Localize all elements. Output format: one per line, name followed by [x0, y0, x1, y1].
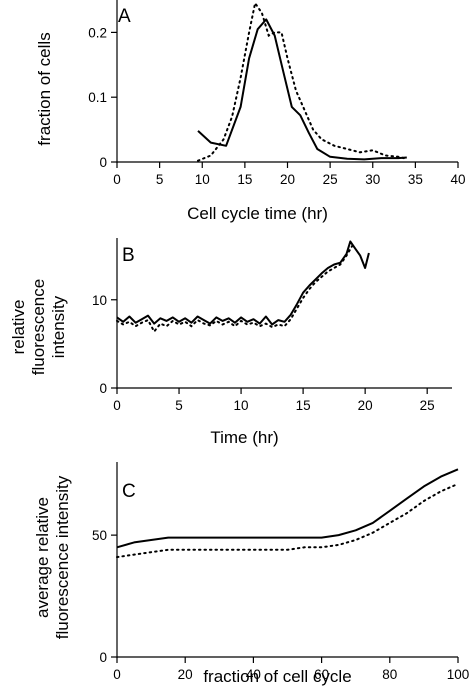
series-line-solid: [197, 18, 407, 161]
x-tick-label: 0: [113, 667, 121, 682]
x-tick-label: 5: [156, 172, 164, 187]
x-tick-label: 10: [234, 398, 249, 413]
x-tick-label: 25: [420, 398, 435, 413]
series-line-solid: [116, 240, 370, 326]
panel-letter: B: [122, 245, 135, 266]
y-axis-title: average relative: [33, 497, 52, 618]
y-tick-label: 10: [92, 293, 107, 308]
x-tick-label: 5: [175, 398, 183, 413]
x-tick-label: 35: [408, 172, 423, 187]
x-axis-title: Cell cycle time (hr): [187, 204, 328, 223]
series-line-dotted: [197, 0, 408, 162]
x-tick-label: 60: [314, 667, 329, 682]
panel-c-chart: 0 20 40 60 80 100 0 50 fraction of cell cycle ave…: [33, 462, 469, 686]
y-axis-title: relative: [9, 300, 28, 355]
panel-a-chart: 0 5 10 15 20 25 30 35 40 0 0.1 0.2 Cell cycle time (…: [35, 0, 466, 223]
y-axis-title: fluorescence intensity: [53, 475, 72, 639]
x-axis-title: fraction of cell cycle: [203, 667, 351, 686]
x-tick-label: 30: [365, 172, 380, 187]
y-tick-label: 50: [92, 528, 107, 543]
x-tick-label: 0: [113, 172, 121, 187]
x-tick-label: 25: [323, 172, 338, 187]
x-tick-label: 15: [237, 172, 252, 187]
panel-b-chart: 0 5 10 15 20 25 0 10 Time (hr) relative fluorescen…: [9, 238, 452, 447]
series-line-solid: [116, 468, 459, 549]
x-tick-label: 40: [246, 667, 261, 682]
y-axis-title: intensity: [49, 295, 68, 358]
y-tick-label: 0.2: [88, 25, 107, 40]
x-tick-label: 100: [447, 667, 470, 682]
y-tick-label: 0: [99, 381, 107, 396]
x-tick-label: 0: [113, 398, 121, 413]
x-axis-title: Time (hr): [210, 428, 278, 447]
panel-letter: C: [122, 481, 136, 502]
x-tick-label: 40: [450, 172, 465, 187]
series-line-dotted: [116, 482, 459, 559]
x-tick-label: 20: [280, 172, 295, 187]
x-tick-label: 15: [296, 398, 311, 413]
y-tick-label: 0: [99, 155, 107, 170]
x-tick-label: 80: [382, 667, 397, 682]
y-tick-label: 0.1: [88, 90, 107, 105]
y-axis-title: fluorescence: [29, 279, 48, 375]
y-axis-title: fraction of cells: [35, 32, 54, 145]
x-tick-label: 10: [195, 172, 210, 187]
panel-letter: A: [118, 6, 131, 27]
x-tick-label: 20: [178, 667, 193, 682]
series-line-dotted: [116, 244, 354, 334]
y-tick-label: 0: [99, 650, 107, 665]
x-tick-label: 20: [358, 398, 373, 413]
